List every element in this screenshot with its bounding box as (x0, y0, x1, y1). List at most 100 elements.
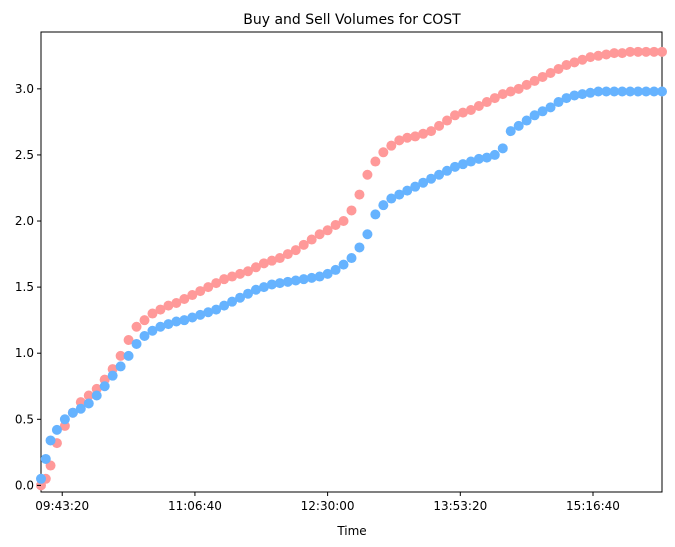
data-points (36, 46, 667, 491)
y-tick-label: 2.0 (15, 214, 34, 228)
series-1-point (577, 89, 588, 100)
series-1-point (617, 86, 628, 97)
plot-area (40, 31, 663, 493)
series-1-point (107, 370, 118, 381)
series-0-point (625, 46, 636, 57)
series-1-point (394, 189, 405, 200)
series-0-point (489, 93, 500, 104)
series-0-point (577, 54, 588, 65)
series-0-point (266, 255, 277, 266)
series-0-point (593, 50, 604, 61)
series-0-point (314, 229, 325, 240)
y-tick-label: 0.5 (15, 412, 34, 426)
series-1-point (489, 149, 500, 160)
series-1-point (306, 272, 317, 283)
series-1-point (258, 282, 269, 293)
series-1-point (45, 435, 56, 446)
x-tick-label: 13:53:20 (433, 499, 487, 513)
series-1-point (36, 473, 46, 484)
series-0-point (378, 147, 389, 158)
series-0-point (370, 156, 381, 167)
series-1-point (59, 414, 70, 425)
series-1-point (561, 93, 572, 104)
series-0-point (505, 86, 516, 97)
series-1-point (553, 97, 564, 108)
series-0-point (290, 245, 301, 256)
series-1-point (346, 253, 357, 264)
y-tick-label: 0.0 (15, 478, 34, 492)
series-0-point (115, 350, 126, 361)
series-0-point (195, 286, 206, 297)
y-axis: 0.0 0.5 1.0 1.5 2.0 2.5 3.0 (15, 82, 41, 492)
series-1-point (51, 424, 62, 435)
series-1-point (298, 274, 309, 285)
series-0-point (617, 48, 628, 59)
series-0-point (147, 308, 158, 319)
series-0-point (123, 334, 134, 345)
series-0-point (187, 290, 198, 301)
x-tick-label: 09:43:20 (35, 499, 89, 513)
series-0-point (338, 216, 349, 227)
series-1-point (40, 453, 51, 464)
series-1-point (410, 181, 421, 192)
series-1-point (402, 185, 413, 196)
series-1-point (163, 319, 174, 330)
series-1-point (123, 350, 134, 361)
series-1-point (370, 209, 381, 220)
series-1-point (338, 259, 349, 270)
series-0-point (402, 132, 413, 143)
series-1-point (330, 264, 341, 275)
series-0-point (442, 115, 453, 126)
series-1-point (187, 312, 198, 323)
series-0-point (569, 57, 580, 68)
series-1-point (442, 165, 453, 176)
series-1-point (274, 278, 285, 289)
series-1-point (195, 309, 206, 320)
x-axis-label: Time (336, 524, 366, 538)
series-0-point (306, 234, 317, 245)
series-0-point (450, 110, 460, 121)
series-1-point (537, 106, 548, 117)
series-0-point (155, 304, 166, 315)
series-1-point (473, 153, 484, 164)
series-1-point (314, 271, 325, 282)
series-1-point (171, 316, 182, 327)
series-0-point (481, 97, 492, 108)
series-1-point (227, 296, 238, 307)
series-1-point (83, 398, 94, 409)
series-0-point (211, 278, 222, 289)
series-1-point (67, 407, 78, 418)
series-1-point (649, 86, 660, 97)
x-tick-label: 11:06:40 (168, 499, 222, 513)
series-0-point (171, 297, 182, 308)
series-0-point (529, 75, 540, 86)
series-1-point (91, 390, 102, 401)
series-1-point (219, 300, 230, 311)
series-0-point (537, 71, 548, 82)
x-tick-label: 15:16:40 (566, 499, 620, 513)
series-1-point (203, 307, 214, 318)
series-0-point (426, 126, 437, 137)
series-1-point (250, 284, 261, 295)
series-0-point (131, 321, 142, 332)
series-1-point (497, 143, 508, 154)
y-tick-label: 1.5 (15, 280, 34, 294)
series-0-point (322, 225, 333, 236)
series-1-point (235, 292, 246, 303)
series-0-point (561, 60, 572, 71)
series-1-point (99, 381, 110, 392)
series-0-point (282, 249, 293, 260)
series-0-point (179, 294, 190, 305)
series-0-point (235, 268, 246, 279)
series-0-point (434, 120, 445, 131)
series-0-point (465, 104, 476, 115)
x-axis: 09:43:20 11:06:40 12:30:00 13:53:20 15:16:40 (35, 492, 620, 513)
series-1-point (282, 276, 293, 287)
series-0-point (83, 390, 94, 401)
series-0-point (163, 300, 174, 311)
series-0-point (354, 189, 365, 200)
series-0-point (219, 274, 230, 285)
series-1-point (450, 161, 460, 172)
series-1-point (505, 126, 516, 137)
